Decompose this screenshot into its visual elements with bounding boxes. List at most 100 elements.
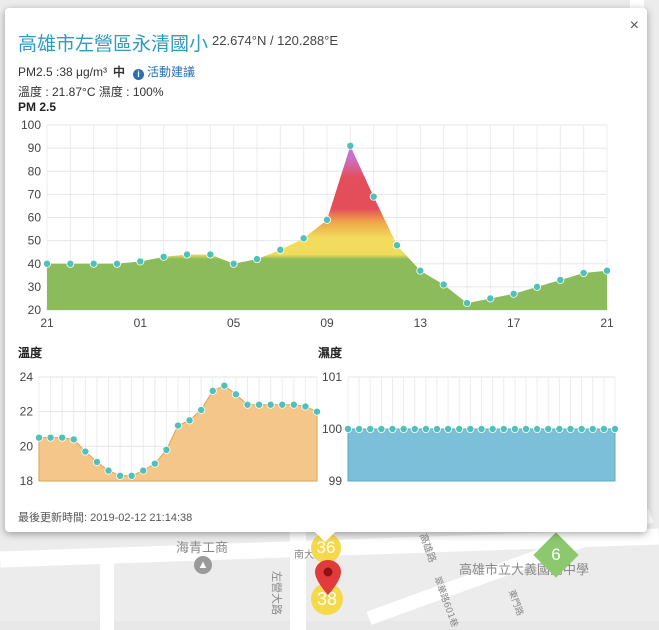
activity-advice-link[interactable]: 活動建議 xyxy=(146,65,195,79)
x-tick-label: 01 xyxy=(134,316,148,330)
data-point xyxy=(439,280,448,289)
y-tick-label: 40 xyxy=(28,257,42,271)
data-point xyxy=(255,400,264,409)
data-point xyxy=(588,425,597,434)
data-point xyxy=(159,252,168,261)
data-point xyxy=(43,259,52,268)
data-point xyxy=(220,381,229,390)
data-point xyxy=(577,425,586,434)
data-point xyxy=(127,471,136,480)
data-point xyxy=(346,141,355,150)
data-point xyxy=(392,241,401,250)
data-point xyxy=(182,250,191,259)
map-marker-label: 6 xyxy=(551,545,561,564)
data-point xyxy=(34,433,43,442)
x-tick-label: 17 xyxy=(507,316,521,330)
y-tick-label: 50 xyxy=(28,234,42,248)
data-point xyxy=(46,433,55,442)
data-point xyxy=(444,425,453,434)
data-point xyxy=(579,268,588,277)
data-point xyxy=(173,421,182,430)
station-title: 高雄市左營區永清國小 xyxy=(18,33,209,55)
y-tick-label: 100 xyxy=(322,422,342,436)
temp-chart-title: 溫度 xyxy=(18,346,43,360)
data-point xyxy=(521,425,530,434)
data-point xyxy=(185,416,194,425)
data-point xyxy=(344,425,353,434)
data-point xyxy=(366,425,375,434)
pm-level: 中 xyxy=(112,65,125,79)
data-point xyxy=(510,425,519,434)
y-tick-label: 100 xyxy=(21,118,41,132)
station-coords: 22.674°N / 120.288°E xyxy=(212,33,339,48)
data-point xyxy=(322,215,331,224)
data-point xyxy=(410,425,419,434)
data-point xyxy=(544,425,553,434)
y-tick-label: 90 xyxy=(28,141,42,155)
data-point xyxy=(136,257,145,266)
weather-summary: 溫度 : 21.87°C 濕度 : 100% xyxy=(18,85,164,99)
map-label-school: 海青工商 xyxy=(176,541,229,556)
data-point xyxy=(81,447,90,456)
y-tick-label: 70 xyxy=(28,187,42,201)
data-point xyxy=(455,425,464,434)
humidity-chart-title: 濕度 xyxy=(318,346,343,360)
data-point xyxy=(421,425,430,434)
data-point xyxy=(139,466,148,475)
series-area xyxy=(38,385,318,482)
y-tick-label: 24 xyxy=(20,370,34,384)
data-point xyxy=(278,400,287,409)
series-area xyxy=(347,428,616,482)
data-point xyxy=(89,259,98,268)
data-point xyxy=(299,234,308,243)
data-point xyxy=(462,299,471,308)
data-point xyxy=(556,275,565,284)
data-point xyxy=(509,289,518,298)
data-point xyxy=(208,386,217,395)
map-label-road: 東門路 xyxy=(505,588,525,618)
info-icon[interactable]: i xyxy=(132,69,144,80)
data-point xyxy=(69,435,78,444)
data-point xyxy=(466,425,475,434)
data-point xyxy=(116,471,125,480)
x-tick-label: 09 xyxy=(320,316,334,330)
data-point xyxy=(488,425,497,434)
humidity-chart: 99 100 101 xyxy=(322,370,619,488)
data-point xyxy=(432,425,441,434)
data-point xyxy=(162,445,171,454)
close-icon[interactable]: × xyxy=(629,17,639,34)
data-point xyxy=(599,425,608,434)
data-point xyxy=(499,425,508,434)
data-point xyxy=(289,400,298,409)
map-label-road: 左營大路 xyxy=(270,571,283,615)
data-point xyxy=(276,245,285,254)
pm-summary: PM2.5 :38 μg/m³ 中 i 活動建議 xyxy=(18,63,195,80)
map-label-road: 南大路 xyxy=(294,550,324,561)
pm-chart-title: PM 2.5 xyxy=(18,100,57,114)
data-point xyxy=(301,402,310,411)
data-point xyxy=(231,390,240,399)
data-point xyxy=(252,255,261,264)
location-pin-icon[interactable] xyxy=(315,560,341,596)
data-point xyxy=(369,192,378,201)
y-tick-label: 101 xyxy=(322,370,342,384)
data-point xyxy=(477,425,486,434)
y-tick-label: 30 xyxy=(28,280,42,294)
y-tick-label: 99 xyxy=(329,474,343,488)
x-tick-label: 05 xyxy=(227,316,241,330)
y-tick-label: 20 xyxy=(28,303,42,317)
pm25-chart: 20 30 40 50 60 70 80 90 100 21 01 05 09 13 17 21 xyxy=(21,118,614,330)
data-point xyxy=(206,250,215,259)
data-point xyxy=(312,407,321,416)
x-tick-label: 21 xyxy=(600,316,614,330)
data-point xyxy=(229,259,238,268)
y-tick-label: 20 xyxy=(20,439,34,453)
station-popup: × 高雄市左營區永清國小 22.674°N / 120.288°E PM2.5 … xyxy=(5,8,647,542)
data-point xyxy=(66,259,75,268)
last-updated: 最後更新時間: 2019-02-12 21:14:38 xyxy=(18,512,193,524)
data-point xyxy=(533,282,542,291)
series-area xyxy=(47,145,607,310)
data-point xyxy=(243,400,252,409)
data-point xyxy=(113,259,122,268)
data-point xyxy=(388,425,397,434)
